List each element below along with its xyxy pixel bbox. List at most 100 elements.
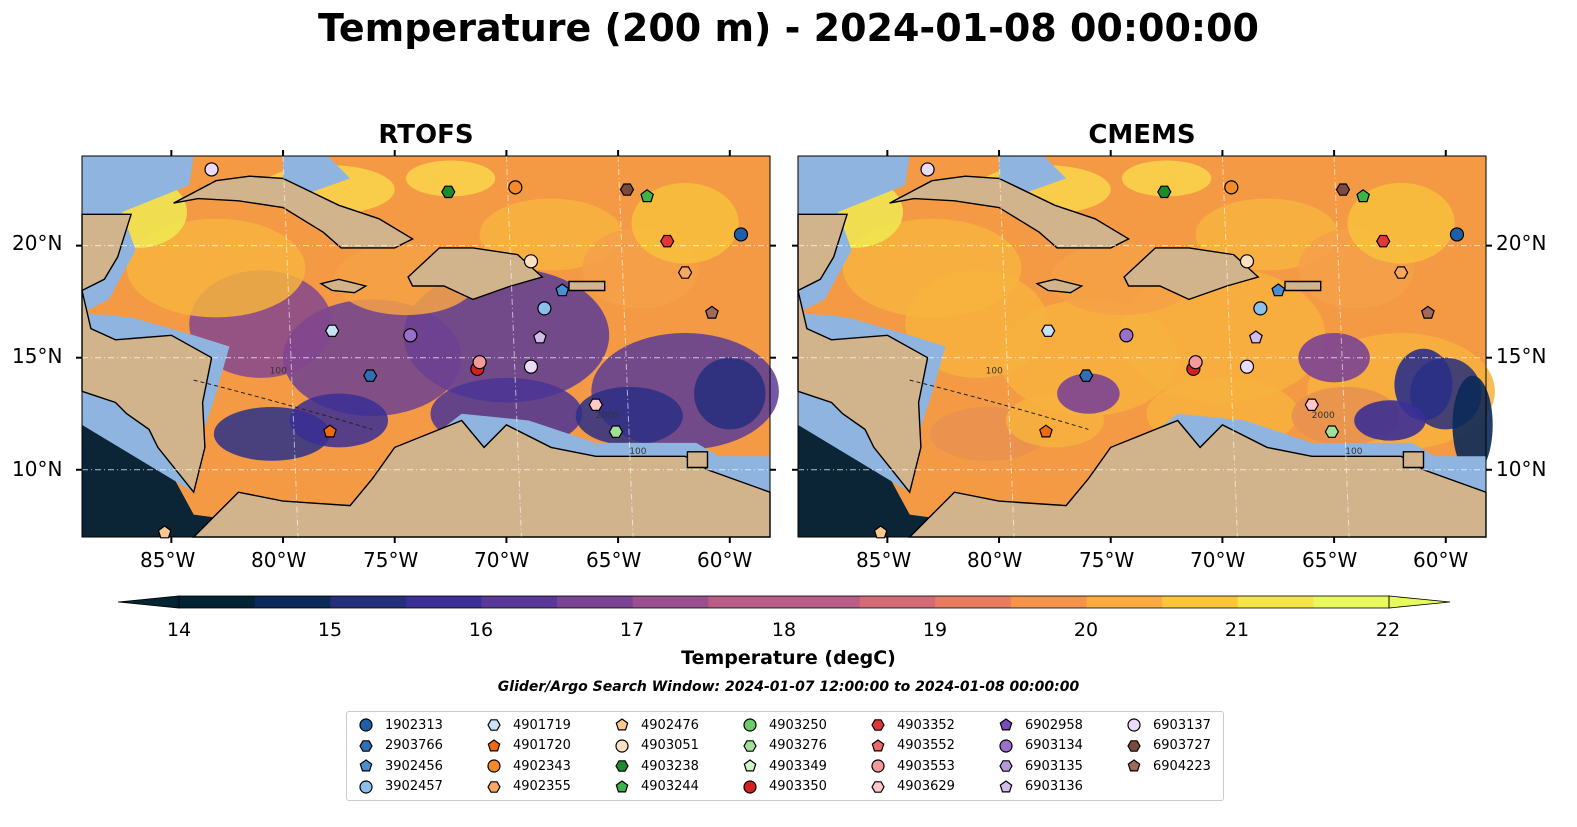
float-marker-4903352 (1376, 234, 1391, 248)
legend-marker-icon (487, 780, 501, 793)
float-marker-4902476 (873, 525, 888, 539)
float-marker-4901720 (1039, 424, 1053, 438)
colorbar-segment (254, 596, 331, 608)
colorbar-segment (1237, 596, 1314, 608)
float-marker-6903136 (1248, 330, 1263, 344)
temperature-field-blob (575, 386, 683, 446)
legend-marker-hexagon (487, 719, 501, 731)
legend-marker-icon (487, 759, 501, 773)
colorbar (118, 595, 1451, 609)
legend-item: 6902958 (997, 715, 1083, 735)
legend-marker-pentagon (871, 738, 885, 751)
land-trin (686, 451, 709, 469)
legend-label: 4902476 (641, 717, 699, 733)
float-marker-1902313 (1449, 227, 1465, 242)
map-frame (797, 155, 1487, 538)
colorbar-tick: 14 (166, 619, 192, 641)
legend-label: 4903553 (897, 758, 955, 774)
colorbar-tick: 18 (771, 619, 797, 641)
isobath-label: 100 (1345, 447, 1362, 457)
legend-marker-icon (743, 779, 757, 794)
x-tick-label: 80°W (251, 548, 307, 572)
legend-marker-icon (999, 738, 1013, 753)
isobath-label: 2000 (1312, 411, 1335, 421)
land-jam (1035, 278, 1084, 294)
float-marker-3902457 (537, 301, 552, 316)
legend-label: 6903136 (1025, 779, 1083, 794)
search-window-caption: Glider/Argo Search Window: 2024-01-07 12… (497, 679, 1080, 695)
float-marker-2903766 (363, 369, 378, 382)
float-marker-6904223 (704, 305, 719, 319)
legend-label: 6903134 (1025, 738, 1083, 753)
temperature-field-blob (1195, 198, 1339, 271)
float-marker-2903766 (1079, 369, 1094, 382)
legend-marker-pentagon (999, 718, 1013, 731)
y-tick-label-left: 15°N (12, 344, 63, 368)
panel-title-cmems: CMEMS (1088, 120, 1196, 150)
legend-marker-icon (1127, 759, 1141, 772)
legend-item: 4903553 (869, 756, 955, 776)
colorbar-tick: 21 (1224, 619, 1250, 641)
temperature-field-blob (405, 160, 496, 197)
legend-label: 3902456 (385, 758, 443, 774)
x-tick-label: 75°W (363, 548, 419, 572)
land-sa (908, 419, 1487, 538)
land-hisp (407, 247, 544, 301)
legend-marker-icon (871, 780, 885, 793)
legend-marker-icon (615, 718, 629, 731)
float-marker-4903352 (660, 234, 675, 248)
legend-marker-hexagon (743, 739, 757, 752)
legend-label: 6903137 (1153, 717, 1211, 733)
legend-item: 4903629 (869, 777, 955, 797)
float-marker-6903136 (532, 330, 547, 344)
legend-marker-icon (359, 779, 373, 794)
legend-marker-icon (999, 760, 1013, 772)
temperature-field-blob (289, 393, 389, 448)
legend-item: 3902457 (357, 777, 443, 797)
legend-label: 4901719 (513, 717, 571, 733)
legend-marker-icon (359, 759, 373, 772)
legend-item: 4902355 (485, 777, 571, 797)
colorbar-tick: 17 (619, 619, 645, 641)
legend-marker-icon (1127, 739, 1141, 752)
colorbar-segment (557, 596, 634, 608)
float-marker-4903238 (441, 185, 456, 199)
legend-item: 6903134 (997, 736, 1083, 756)
colorbar-tick: 15 (317, 619, 343, 641)
colorbar-extend-high (1388, 595, 1451, 609)
colorbar-segment (935, 596, 1012, 608)
land-sa (192, 419, 771, 538)
colorbar-tick: 16 (468, 619, 494, 641)
land-ca (797, 290, 929, 494)
legend-label: 4903352 (897, 717, 955, 733)
colorbar-segment (179, 596, 256, 608)
legend-item: 4901719 (485, 715, 571, 735)
colorbar-segment (1313, 596, 1390, 608)
temperature-field-blob (1354, 400, 1426, 441)
float-marker-4903629 (1304, 398, 1319, 411)
temperature-field-blob (479, 198, 623, 271)
legend-label: 2903766 (385, 738, 443, 753)
legend: 1902313 2903766 3902456 3902457 4901719 49017… (346, 711, 1224, 801)
float-marker-6903727 (619, 183, 635, 196)
legend-marker-hexagon (615, 760, 629, 772)
legend-marker-circle (743, 718, 757, 732)
colorbar-segment (784, 596, 861, 608)
legend-marker-icon (743, 718, 757, 732)
legend-item: 4903238 (613, 756, 699, 776)
float-marker-1902313 (733, 227, 749, 242)
x-tick-label: 60°W (697, 548, 753, 572)
temperature-field-blob (842, 218, 1022, 318)
float-marker-6904223 (1420, 305, 1435, 319)
float-marker-4903051 (523, 254, 539, 269)
legend-label: 4903349 (769, 758, 827, 774)
land-cuba (889, 175, 1131, 249)
colorbar-segment (330, 596, 407, 608)
float-marker-4902343 (1224, 180, 1239, 195)
eez-boundary-line (1221, 155, 1238, 538)
float-marker-4903553 (1188, 355, 1203, 370)
isobath-label: 100 (629, 447, 646, 457)
continental-shelf (798, 156, 910, 313)
x-tick-label: 70°W (1190, 548, 1246, 572)
legend-marker-icon (487, 738, 501, 751)
